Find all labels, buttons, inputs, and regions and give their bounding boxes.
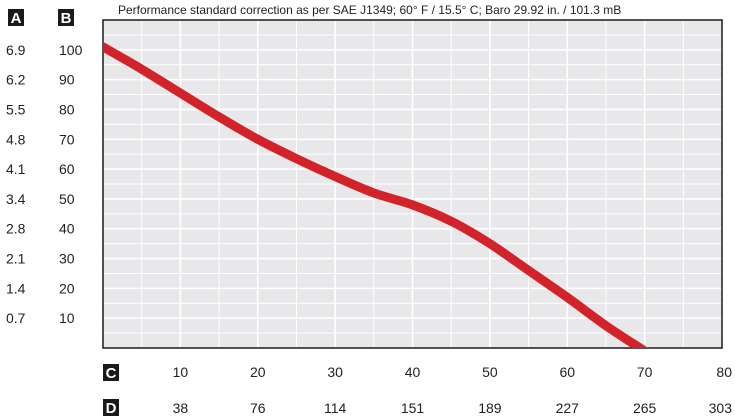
y-tick-label-b: 80 [59, 101, 75, 117]
plot-frame [102, 19, 723, 349]
y-tick-label-b: 10 [59, 310, 75, 326]
axis-badge-d: D [103, 399, 119, 417]
x-tick-label-c: 10 [173, 364, 189, 380]
y-tick-label-a: 2.8 [6, 221, 26, 237]
x-tick-label-c: 50 [482, 364, 498, 380]
y-axis-b-ticks: 100 90 80 70 60 50 40 30 20 10 [59, 42, 83, 326]
x-tick-label-c: 60 [559, 364, 575, 380]
x-tick-label-c: 40 [405, 364, 421, 380]
y-tick-label-b: 60 [59, 161, 75, 177]
y-tick-label-a: 3.4 [6, 191, 26, 207]
axis-badge-a: A [8, 9, 24, 27]
y-tick-label-b: 70 [59, 131, 75, 147]
x-tick-label-d: 189 [478, 400, 502, 416]
x-tick-label-d: 38 [173, 400, 189, 416]
x-tick-label-d: 303 [709, 400, 733, 416]
chart-subtitle: Performance standard correction as per S… [118, 3, 621, 17]
y-tick-label-a: 6.2 [6, 72, 26, 88]
x-tick-label-d: 227 [556, 400, 580, 416]
svg-text:A: A [11, 10, 22, 27]
y-tick-label-a: 6.9 [6, 42, 26, 58]
x-tick-label-d: 265 [633, 400, 657, 416]
x-axis-d-ticks: 38 76 114 151 189 227 265 303 [173, 400, 733, 416]
x-tick-label-d: 76 [250, 400, 266, 416]
y-axis-a-ticks: 6.9 6.2 5.5 4.8 4.1 3.4 2.8 2.1 1.4 0.7 [6, 42, 26, 326]
grid-lines [103, 20, 722, 348]
performance-curve [103, 42, 648, 348]
y-tick-label-a: 1.4 [6, 280, 26, 296]
svg-text:B: B [61, 10, 72, 27]
y-tick-label-b: 100 [59, 42, 83, 58]
y-tick-label-b: 40 [59, 221, 75, 237]
x-tick-label-c: 20 [250, 364, 266, 380]
y-tick-label-a: 2.1 [6, 251, 26, 267]
axis-badge-c: C [103, 364, 119, 382]
x-tick-label-c: 80 [716, 364, 732, 380]
y-tick-label-b: 50 [59, 191, 75, 207]
y-tick-label-a: 4.1 [6, 161, 26, 177]
svg-text:C: C [106, 365, 117, 382]
y-tick-label-b: 20 [59, 280, 75, 296]
x-tick-label-c: 30 [327, 364, 343, 380]
y-tick-label-b: 30 [59, 251, 75, 267]
x-tick-label-d: 114 [324, 400, 347, 416]
y-tick-label-a: 0.7 [6, 310, 26, 326]
y-tick-label-a: 4.8 [6, 131, 26, 147]
x-tick-label-c: 70 [637, 364, 653, 380]
axis-badge-b: B [58, 9, 74, 27]
svg-text:D: D [106, 400, 117, 417]
x-tick-label-d: 151 [401, 400, 425, 416]
y-tick-label-a: 5.5 [6, 101, 26, 117]
y-tick-label-b: 90 [59, 72, 75, 88]
x-axis-c-ticks: 10 20 30 40 50 60 70 80 [173, 364, 733, 380]
